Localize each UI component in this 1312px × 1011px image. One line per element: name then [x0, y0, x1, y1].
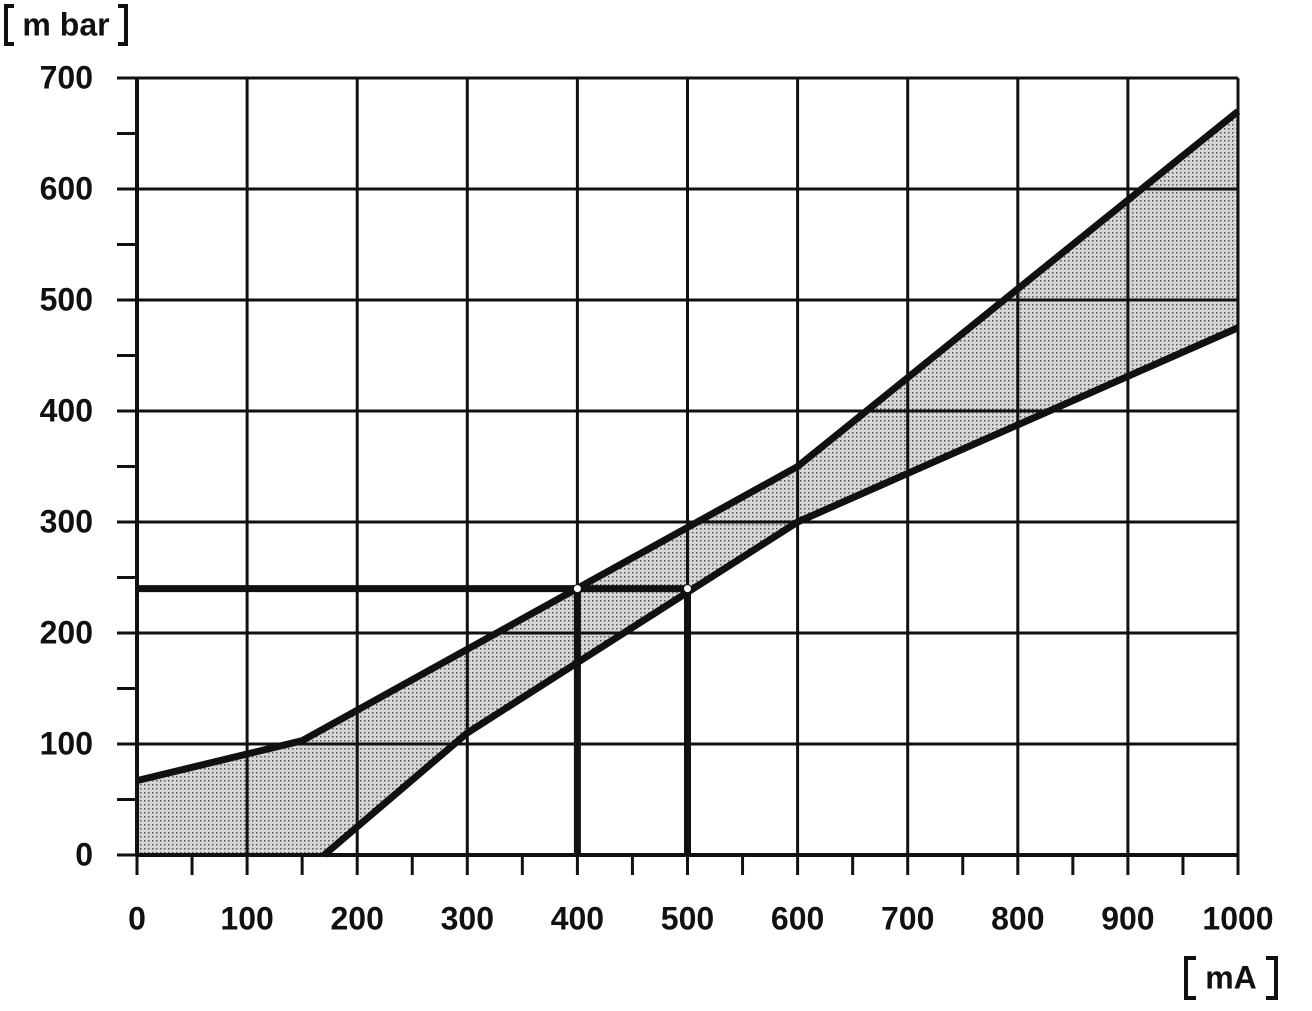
- y-label-bracket: [4, 4, 128, 46]
- x-tick-label: 700: [881, 900, 934, 936]
- x-tick-label: 200: [331, 900, 384, 936]
- x-tick-label: 1000: [1202, 900, 1273, 936]
- y-tick-label: 300: [40, 503, 93, 539]
- x-tick-label: 0: [128, 900, 146, 936]
- x-tick-label: 900: [1101, 900, 1154, 936]
- reference-point: [572, 584, 582, 594]
- series-line: [321, 324, 1240, 858]
- x-tick-label: 300: [441, 900, 494, 936]
- y-axis-label: m bar: [22, 6, 109, 42]
- x-label-bracket: [1184, 956, 1278, 1000]
- y-tick-label: 200: [40, 614, 93, 650]
- x-tick-label: 100: [220, 900, 273, 936]
- x-tick-label: 400: [551, 900, 604, 936]
- reference-point: [683, 584, 692, 594]
- series-line: [136, 108, 1241, 785]
- y-tick-label: 0: [75, 836, 93, 872]
- y-tick-label: 600: [40, 170, 93, 206]
- y-tick-label: 700: [40, 59, 93, 95]
- x-tick-label: 500: [661, 900, 714, 936]
- y-tick-label: 500: [40, 281, 93, 317]
- x-tick-label: 800: [991, 900, 1044, 936]
- y-tick-label: 100: [40, 725, 93, 761]
- y-tick-label: 400: [40, 392, 93, 428]
- x-tick-label: 600: [771, 900, 824, 936]
- x-axis-label: mA: [1205, 959, 1257, 995]
